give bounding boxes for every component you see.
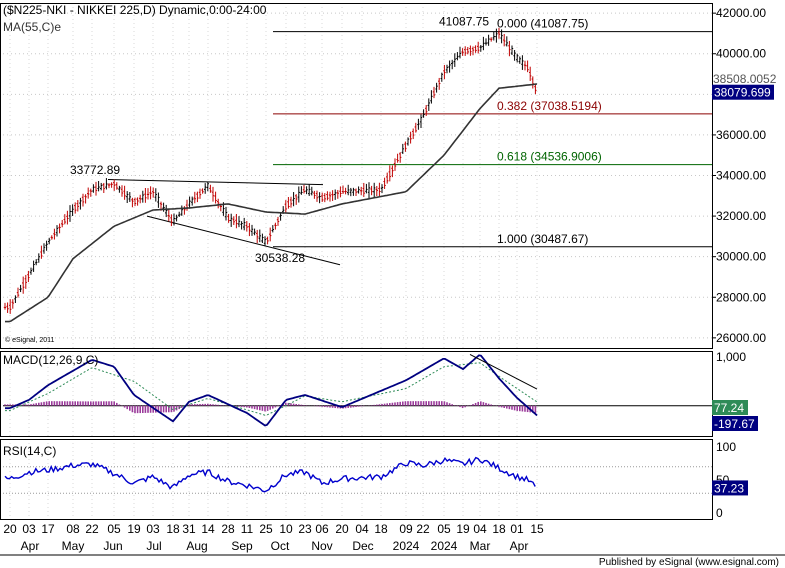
macd-histogram [4,401,537,414]
month-tick-label: Apr [21,539,40,553]
date-tick-label: 03 [22,522,36,536]
date-tick-label: 22 [416,522,430,536]
month-tick-label: May [62,539,85,553]
date-tick-label: 20 [335,522,349,536]
month-tick-label: 2024 [431,539,458,553]
fib-level-label: 0.382 (37038.5194) [497,99,602,113]
month-tick-label: Mar [470,539,491,553]
date-tick-label: 23 [298,522,312,536]
date-tick-label: 11 [241,522,254,536]
fib-level-label: 0.000 (41087.75) [497,17,588,31]
plot-layer [3,27,712,493]
macd-title: MACD(12,26,9,C) [3,353,98,367]
date-tick-label: 28 [221,522,235,536]
month-tick-label: Jul [146,539,161,553]
ma-value-tag: 38508.0052 [713,72,777,86]
date-tick-label: 10 [279,522,293,536]
date-tick-label: 18 [166,522,180,536]
month-tick-label: Aug [186,539,207,553]
macd-panel-frame [0,351,713,437]
grid-layer [3,3,712,519]
publisher-credit: Published by eSignal (www.esignal.com) [599,557,779,568]
rsi-tick-label: 0 [716,506,723,520]
date-tick-label: 18 [374,522,388,536]
date-tick-label: 03 [146,522,160,536]
price-trendline [146,215,341,266]
date-tick-label: 15 [530,522,544,536]
price-annotation: 30538.28 [255,251,305,265]
macd-line [5,354,538,427]
macd-value-tag: -197.67 [714,417,755,431]
date-tick-label: 31 [182,522,196,536]
month-tick-label: 2024 [393,539,420,553]
last-price-tag-bg [712,84,774,100]
macd-trendline [469,353,538,390]
date-tick-label: 14 [201,522,215,536]
price-tick-label: 28000.00 [716,290,766,304]
chart-title: ($N225-NKI - NIKKEI 225,D) Dynamic,0:00-… [3,3,267,17]
month-tick-label: Oct [271,539,290,553]
macd-value-tag-bg [712,416,758,431]
last-price-tag: 38079.699 [714,86,771,100]
rsi-value-tag: 37.23 [714,481,744,495]
price-tick-label: 42000.00 [716,6,766,20]
macd-value-tag: 77.24 [714,401,744,415]
ma-line [5,83,538,323]
price-tick-label: 32000.00 [716,209,766,223]
fib-level-label: 0.618 (34536.9006) [497,150,602,164]
price-trendline [107,179,324,186]
rsi-panel-frame [0,439,713,520]
date-tick-label: 22 [85,522,99,536]
date-tick-label: 05 [107,522,121,536]
price-annotation: 33772.89 [70,163,120,177]
macd-value-tag-bg [712,400,748,415]
month-tick-label: Apr [510,539,529,553]
date-tick-label: 25 [259,522,273,536]
price-tick-label: 26000.00 [716,331,766,345]
month-tick-label: Sep [231,539,253,553]
month-tick-label: Nov [311,539,332,553]
label-layer: 26000.00 28000.00 30000.00 32000.00 34000.00… [3,6,777,553]
fib-level-label: 1.000 (30487.67) [497,232,588,246]
date-tick-label: 08 [66,522,80,536]
copyright-note: © eSignal, 2011 [5,336,55,344]
month-tick-label: Dec [352,539,373,553]
date-tick-label: 18 [492,522,506,536]
date-tick-label: 17 [41,522,55,536]
date-tick-label: 19 [127,522,141,536]
date-tick-label: 20 [3,522,17,536]
ma-legend: MA(55,C)e [3,20,61,34]
price-annotation: 41087.75 [439,15,489,29]
price-tick-label: 40000.00 [716,47,766,61]
price-tick-label: 34000.00 [716,169,766,183]
macd-tick-label: 1,000 [716,350,746,364]
month-tick-label: Jun [103,539,122,553]
date-tick-label: 04 [473,522,487,536]
date-tick-label: 06 [315,522,329,536]
macd-signal-line [5,362,538,416]
date-tick-label: 09 [399,522,413,536]
date-tick-label: 19 [456,522,470,536]
frame-layer [0,3,785,556]
price-bars [3,27,537,314]
date-tick-label: 01 [510,522,524,536]
rsi-title: RSI(14,C) [3,444,56,458]
date-tick-label: 05 [437,522,451,536]
rsi-tick-label: 100 [716,440,736,454]
price-tick-label: 36000.00 [716,128,766,142]
date-tick-label: 04 [355,522,369,536]
rsi-line [4,456,536,493]
price-tick-label: 30000.00 [716,250,766,264]
rsi-value-tag-bg [712,480,748,496]
